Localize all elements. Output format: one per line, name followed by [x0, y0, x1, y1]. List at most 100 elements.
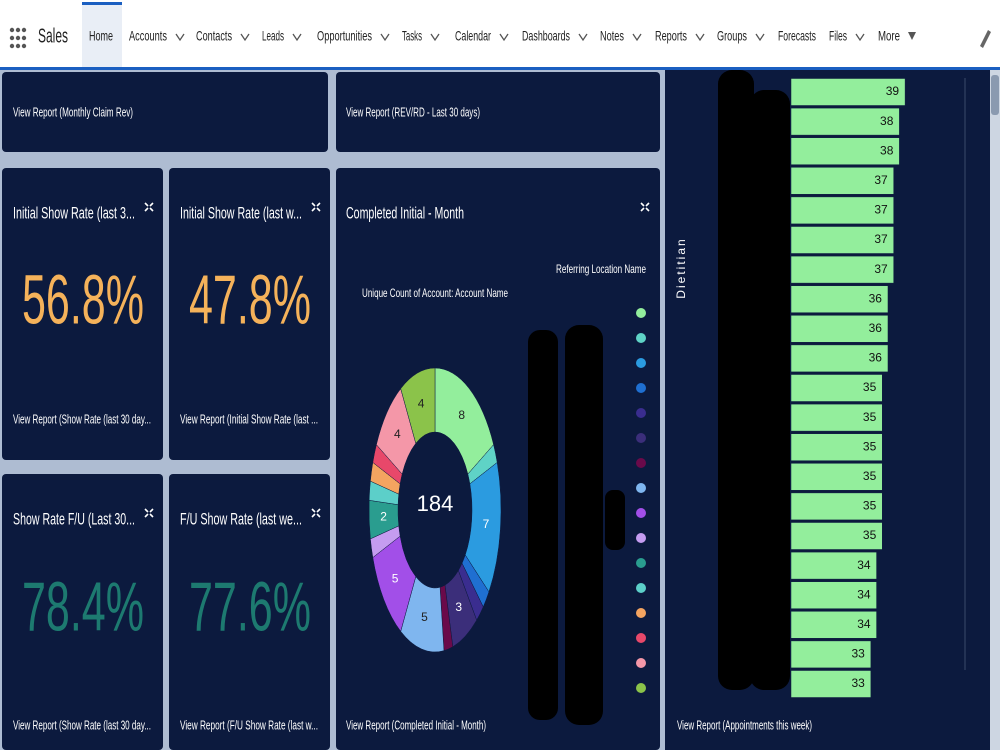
- legend-swatch[interactable]: [636, 458, 646, 468]
- nav-item[interactable]: Contacts: [196, 28, 232, 44]
- data-label: 35: [863, 469, 877, 483]
- nav-border: [0, 67, 1000, 70]
- nav-item[interactable]: Home: [89, 28, 113, 44]
- nav-item[interactable]: Groups: [717, 28, 747, 44]
- legend-title: Referring Location Name: [556, 262, 646, 276]
- data-label: 5: [392, 572, 399, 586]
- tile: [336, 72, 660, 152]
- data-label: 37: [874, 203, 888, 217]
- legend-swatch[interactable]: [636, 433, 646, 443]
- dropdown-chevron[interactable]: [499, 33, 509, 42]
- nav-item[interactable]: Accounts: [129, 28, 167, 44]
- dropdown-chevron[interactable]: [380, 33, 390, 42]
- data-label: 36: [869, 291, 883, 305]
- expand-icon[interactable]: [144, 508, 154, 518]
- expand-icon[interactable]: [311, 508, 321, 518]
- app-launcher[interactable]: [9, 27, 27, 49]
- dropdown-chevron[interactable]: [175, 33, 185, 42]
- metric-value: 78.4%: [22, 567, 144, 645]
- dropdown-chevron[interactable]: [430, 33, 440, 42]
- nav-item[interactable]: Reports: [655, 28, 687, 44]
- metric-title: Show Rate F/U (Last 30...: [13, 509, 135, 528]
- report-link[interactable]: View Report (Monthly Claim Rev): [13, 104, 133, 119]
- metric-value: 77.6%: [189, 567, 311, 645]
- nav-item[interactable]: Calendar: [455, 28, 491, 44]
- dropdown-chevron[interactable]: [240, 33, 250, 42]
- nav-item[interactable]: Files: [829, 28, 847, 44]
- edit-icon[interactable]: [980, 30, 991, 48]
- legend-swatch[interactable]: [636, 658, 646, 668]
- data-label: 36: [869, 351, 883, 365]
- dropdown-chevron[interactable]: [695, 33, 705, 42]
- dropdown-chevron[interactable]: [578, 33, 588, 42]
- nav-item[interactable]: Dashboards: [522, 28, 570, 44]
- expand-icon[interactable]: [311, 202, 321, 212]
- bar: [790, 581, 877, 609]
- nav-item[interactable]: More: [878, 28, 900, 44]
- center-label: 184: [417, 491, 454, 516]
- legend-swatch[interactable]: [636, 608, 646, 618]
- data-label: 35: [863, 499, 877, 513]
- metric-value: 56.8%: [22, 260, 144, 338]
- app-name: Sales: [38, 25, 68, 47]
- tile: [2, 168, 163, 460]
- data-label: 7: [483, 517, 490, 531]
- tile: [2, 474, 163, 750]
- data-label: 33: [852, 676, 866, 690]
- report-link[interactable]: View Report (Appointments this week): [677, 717, 812, 732]
- bar: [790, 611, 877, 639]
- data-label: 35: [863, 439, 877, 453]
- data-label: 5: [421, 610, 428, 624]
- nav-item[interactable]: Opportunities: [317, 28, 372, 44]
- report-link[interactable]: View Report (Show Rate (last 30 day...: [13, 717, 151, 732]
- data-label: 8: [458, 408, 465, 422]
- legend-swatch[interactable]: [636, 333, 646, 343]
- legend-swatch[interactable]: [636, 383, 646, 393]
- data-label: 34: [857, 587, 871, 601]
- data-label: 36: [869, 321, 883, 335]
- legend-swatch[interactable]: [636, 308, 646, 318]
- nav-item[interactable]: Forecasts: [778, 28, 816, 44]
- bar: [790, 137, 900, 165]
- bar: [790, 640, 872, 669]
- bar: [790, 492, 883, 521]
- legend-swatch[interactable]: [636, 408, 646, 418]
- data-label: 4: [418, 396, 425, 410]
- data-label: 33: [852, 647, 866, 661]
- bar: [790, 196, 894, 225]
- scroll-thumb[interactable]: [991, 75, 999, 115]
- data-label: 4: [394, 427, 401, 441]
- dropdown-chevron[interactable]: [292, 33, 302, 42]
- legend-swatch[interactable]: [636, 508, 646, 518]
- dropdown-chevron[interactable]: [855, 33, 865, 42]
- report-link[interactable]: View Report (Completed Initial - Month): [346, 717, 486, 732]
- chart-title: Completed Initial - Month: [346, 203, 464, 222]
- nav-item[interactable]: Notes: [600, 28, 624, 44]
- nav-item[interactable]: Tasks: [402, 28, 422, 44]
- legend-swatch[interactable]: [636, 483, 646, 493]
- legend-swatch[interactable]: [636, 533, 646, 543]
- nav-item[interactable]: Leads: [262, 28, 284, 44]
- bar: [790, 670, 872, 698]
- report-link[interactable]: View Report (Initial Show Rate (last ...: [180, 411, 318, 426]
- expand-icon-part: [144, 202, 154, 212]
- report-link[interactable]: View Report (Show Rate (last 30 day...: [13, 411, 151, 426]
- data-label: 2: [380, 510, 387, 524]
- report-link[interactable]: View Report (REV/RD - Last 30 days): [346, 104, 480, 119]
- expand-icon[interactable]: [640, 202, 650, 212]
- legend-swatch[interactable]: [636, 633, 646, 643]
- tile: [2, 72, 328, 152]
- dropdown-chevron[interactable]: [755, 33, 765, 42]
- legend-swatch[interactable]: [636, 583, 646, 593]
- data-label: 34: [857, 558, 871, 572]
- legend-swatch[interactable]: [636, 683, 646, 693]
- legend-swatch[interactable]: [636, 558, 646, 568]
- dropdown-triangle[interactable]: [908, 32, 916, 40]
- legend-swatch[interactable]: [636, 358, 646, 368]
- scrollbar[interactable]: [990, 70, 1000, 750]
- report-link[interactable]: View Report (F/U Show Rate (last w...: [180, 717, 318, 732]
- bar: [790, 226, 894, 254]
- expand-icon[interactable]: [144, 202, 154, 212]
- dropdown-chevron[interactable]: [632, 33, 642, 42]
